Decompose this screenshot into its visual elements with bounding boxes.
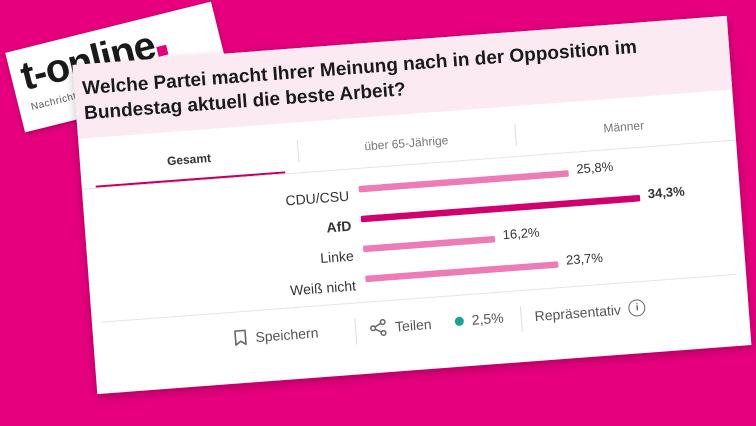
footer-divider [519, 306, 523, 333]
category-label: CDU/CSU [285, 188, 350, 209]
share-button[interactable]: Teilen [368, 315, 432, 338]
value-label: 23,7% [565, 250, 603, 268]
value-label: 25,8% [576, 159, 614, 177]
bar-weiß-nicht [365, 261, 559, 283]
poll-footer: Speichern Teilen 2,5% Repräsentativ i [93, 283, 750, 372]
tab-divider [296, 140, 300, 163]
save-label: Speichern [254, 323, 319, 345]
status-dot [454, 315, 465, 326]
info-icon[interactable]: i [628, 298, 647, 318]
margin-label: 2,5% [471, 309, 505, 328]
value-label: 16,2% [502, 225, 540, 243]
share-icon [370, 318, 387, 337]
save-button[interactable]: Speichern [233, 323, 319, 346]
footer-divider [354, 318, 358, 345]
share-label: Teilen [394, 315, 433, 335]
tab-ueber-65[interactable]: über 65-Jährige [363, 133, 449, 154]
poll-card: Welche Partei macht Ihrer Meinung nach i… [72, 15, 752, 395]
representative-label: Repräsentativ [534, 301, 622, 324]
tab-divider [514, 124, 517, 147]
category-label: Weiß nicht [290, 277, 357, 298]
bookmark-icon [234, 329, 247, 346]
margin-of-error: 2,5% [454, 309, 504, 329]
logo-dot [156, 44, 169, 57]
bar-cdu-csu [358, 170, 569, 193]
bar-chart: CDU/CSU 25,8% AfD 34,3% Linke 16,2% Weiß nicht… [285, 159, 686, 299]
category-label: Linke [320, 248, 355, 266]
category-label: AfD [326, 218, 352, 236]
bar-afd [360, 194, 641, 223]
value-label: 34,3% [647, 184, 685, 202]
tab-maenner[interactable]: Männer [602, 118, 645, 136]
bar-linke [363, 235, 496, 253]
representative-info[interactable]: Repräsentativ i [534, 298, 647, 324]
